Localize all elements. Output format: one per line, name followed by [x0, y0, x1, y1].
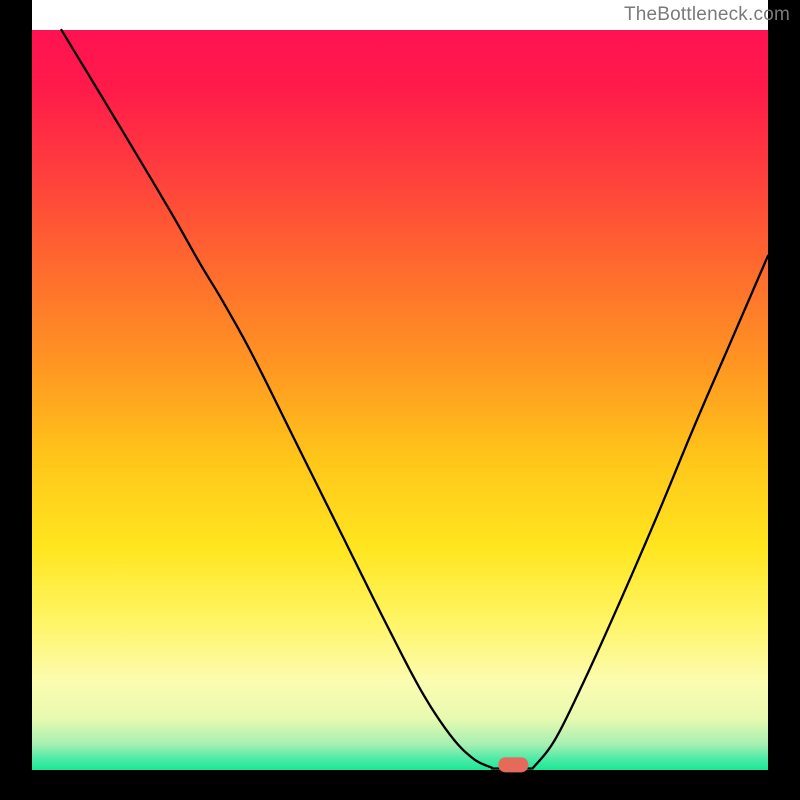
chart-container: TheBottleneck.com — [0, 0, 800, 800]
plot-background — [32, 30, 768, 770]
bottleneck-chart — [0, 0, 800, 800]
axis-right-border — [768, 0, 800, 800]
axis-bottom-border — [0, 770, 800, 800]
axis-left-border — [0, 0, 32, 800]
optimal-point-marker — [498, 757, 528, 772]
watermark-text: TheBottleneck.com — [624, 4, 790, 26]
